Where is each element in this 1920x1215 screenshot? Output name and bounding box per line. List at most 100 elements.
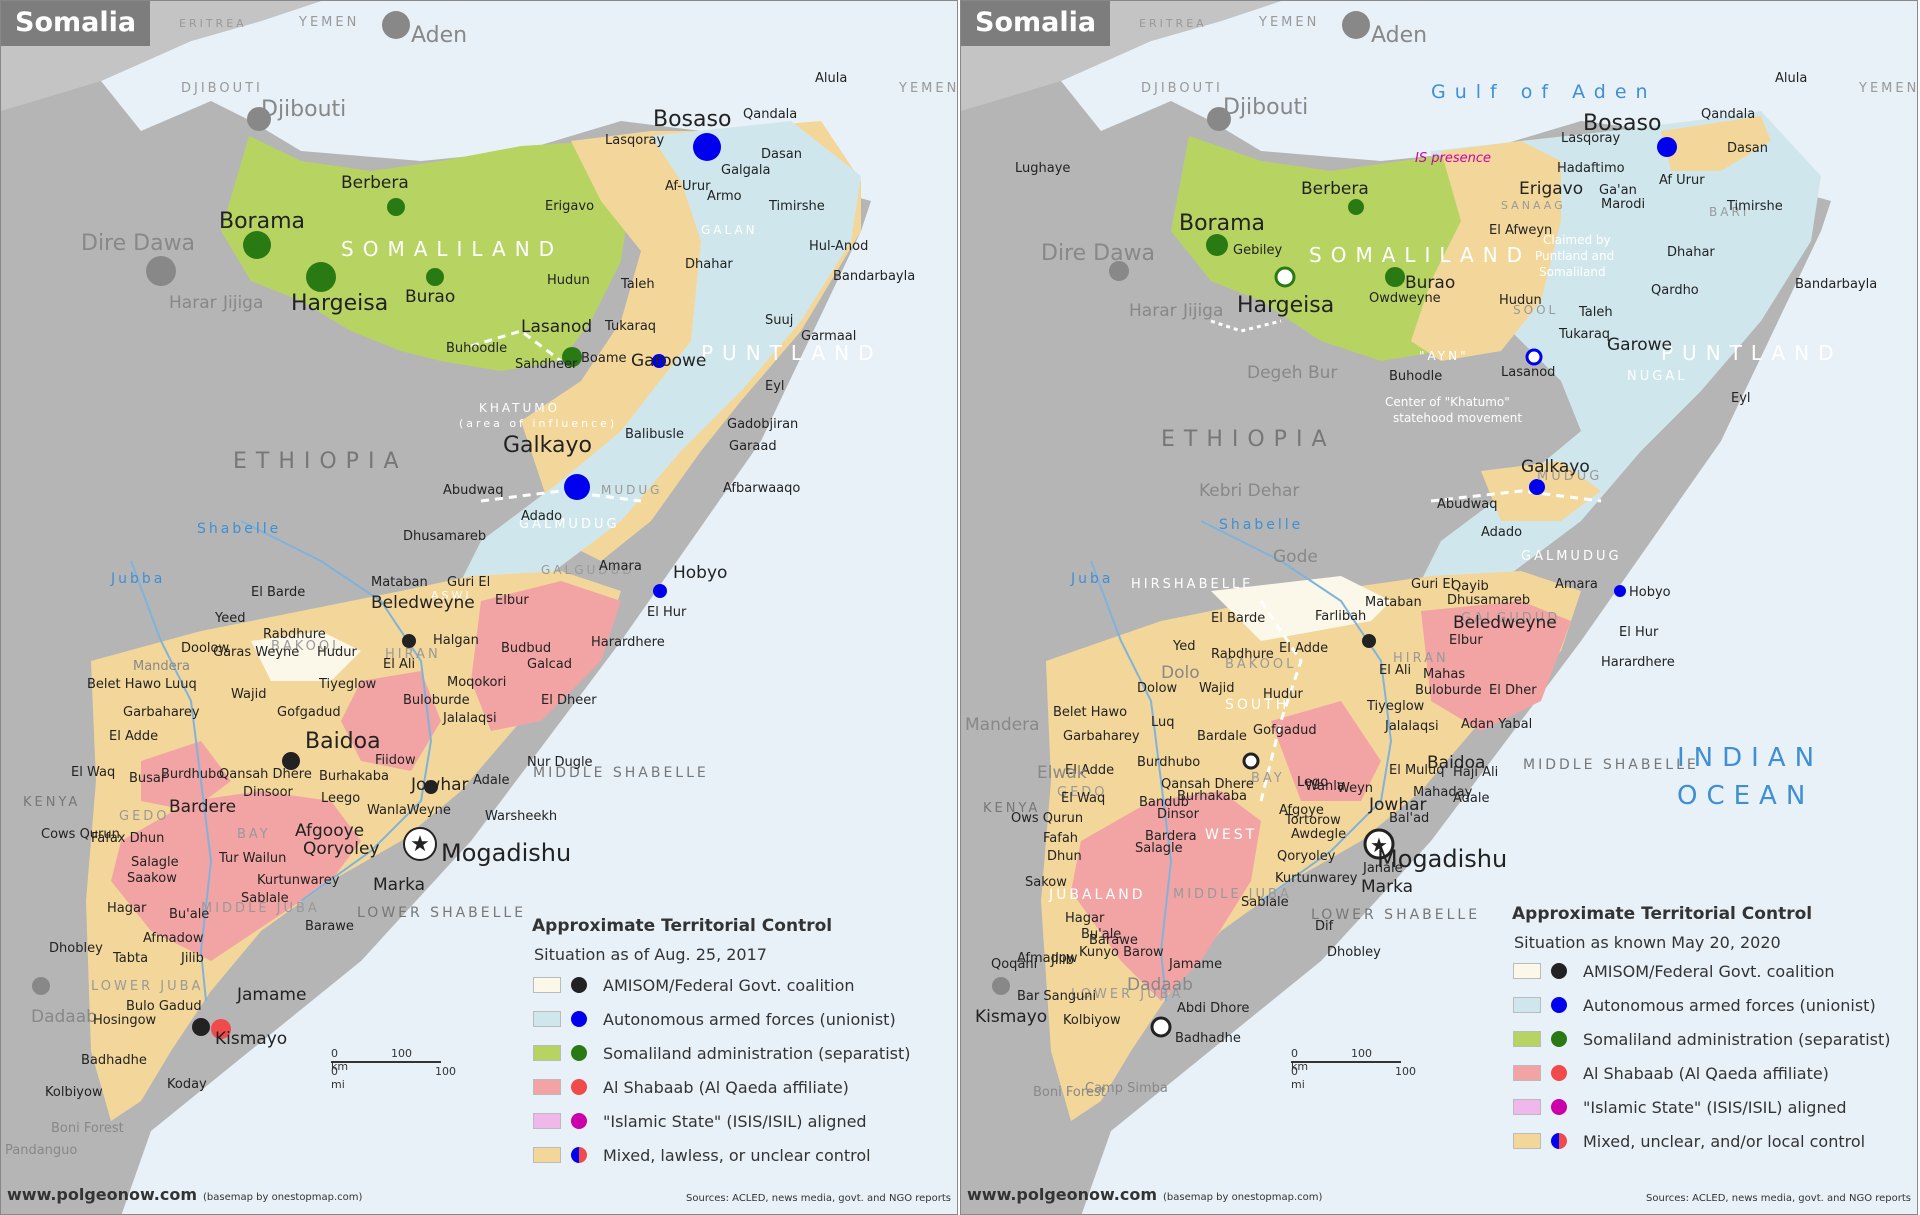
place-label-abdi-dhore: Abdi Dhore: [1177, 1001, 1250, 1016]
place-label-qoryoley: Qoryoley: [1277, 849, 1336, 864]
place-label-el-adde: El Adde: [1065, 763, 1115, 778]
zone-somaliland: [221, 136, 631, 371]
place-label-marodi: Marodi: [1601, 197, 1646, 212]
region-label-galmudug: GALMUDUG: [519, 517, 620, 532]
place-label-sakow: Sakow: [1025, 875, 1067, 890]
place-label-garoowe: Garoowe: [631, 351, 707, 371]
place-label-pandanguo: Pandanguo: [5, 1143, 78, 1158]
place-label-el-muluq: El Muluq: [1389, 763, 1445, 778]
annotation-2: Puntland and: [1535, 249, 1615, 263]
place-label-el-adde: El Adde: [109, 729, 159, 744]
legend-dot: [1551, 997, 1567, 1013]
annotation-0: IS presence: [1415, 151, 1491, 166]
place-label-mandera: Mandera: [965, 715, 1040, 735]
place-label-dolow: Dolow: [1137, 681, 1178, 696]
place-label-cows-qurun: Cows Qurun: [41, 827, 120, 842]
zone-shabaab-galgudud: [1421, 601, 1571, 731]
scale-km: 0 km: [331, 1047, 349, 1073]
place-label-el-waq: El Waq: [1061, 791, 1106, 806]
place-label-jilib: Jilib: [1051, 953, 1074, 968]
place-label-boni-forest: Boni Forest: [1033, 1085, 1106, 1100]
legend-dot: [1551, 1099, 1567, 1115]
region-label-khatumo: KHATUMO: [479, 401, 561, 415]
region-label-puntland: PUNTLAND: [701, 341, 883, 365]
place-label-af-urur: Af-Urur: [665, 179, 711, 194]
region-label-ethiopia: ETHIOPIA: [233, 449, 408, 474]
place-label-gebiley: Gebiley: [1233, 243, 1283, 258]
region-label-kenya: KENYA: [23, 795, 81, 810]
svg-text:★: ★: [410, 832, 430, 857]
annotation-5: statehood movement: [1393, 411, 1523, 425]
zone-shabaab-juba: [111, 791, 361, 961]
place-label-dire-dawa: Dire Dawa: [1041, 241, 1156, 266]
legend-label: "Islamic State" (ISIS/ISIL) aligned: [1583, 1097, 1847, 1117]
place-label-kolbiyow: Kolbiyow: [45, 1085, 103, 1100]
region-label-bari: BARI: [1709, 205, 1750, 219]
region-label-shabelle: Shabelle: [197, 521, 282, 537]
place-label-wajid: Wajid: [1199, 681, 1235, 696]
place-label-bulo-gadud: Bulo Gadud: [126, 999, 202, 1014]
place-label-alula: Alula: [1775, 71, 1808, 86]
place-label-kebri-dehar: Kebri Dehar: [1199, 481, 1300, 501]
region-label-ayn: "AYN": [1419, 349, 1469, 363]
place-label-hudun: Hudun: [547, 273, 590, 288]
place-label-dhahar: Dhahar: [685, 257, 733, 272]
place-label-elwak: Elwak: [1037, 763, 1087, 783]
place-label-tukaraq: Tukaraq: [605, 319, 657, 334]
place-label-tur-wailun: Tur Wailun: [219, 851, 287, 866]
region-label-yemen: YEMEN: [1259, 15, 1320, 30]
place-label-garaad: Garaad: [729, 439, 777, 454]
place-label-adan-yabal: Adan Yabal: [1461, 717, 1533, 732]
galmudug-boundary: [1430, 489, 1602, 503]
region-label-puntland: PUNTLAND: [1661, 341, 1843, 365]
place-label-garbaharey: Garbaharey: [123, 705, 200, 720]
region-label-jubaland: JUBALAND: [1049, 887, 1146, 903]
region-label-bakool: BAKOOL: [271, 639, 343, 654]
region-label-eritrea: ERITREA: [179, 17, 247, 30]
place-label-erigavo: Erigavo: [545, 199, 595, 214]
place-label-boni-forest: Boni Forest: [51, 1121, 124, 1136]
region-label-west: WEST: [1205, 827, 1258, 843]
region-label-lower-shabelle: LOWER SHABELLE: [1311, 907, 1481, 923]
place-label-harardhere: Harardhere: [1601, 655, 1675, 670]
sea-area: [1, 1, 957, 1214]
scale-mi-100: 100: [1395, 1065, 1416, 1078]
place-label-janale: Janale: [1363, 861, 1403, 876]
place-label-kunyo-barow: Kunyo Barow: [1079, 945, 1164, 960]
place-label-budbud: Budbud: [501, 641, 552, 656]
legend-dot: [571, 1011, 587, 1027]
place-label-wanlaweyne: WanlaWeyne: [367, 803, 451, 818]
place-label-afbarwaaqo: Afbarwaaqo: [723, 481, 801, 496]
legend-subtitle: Situation as known May 20, 2020: [1514, 933, 1781, 952]
place-label-qoryoley: Qoryoley: [303, 839, 380, 859]
place-label-dif: Dif: [1315, 919, 1334, 934]
place-label-gofgadud: Gofgadud: [1253, 723, 1317, 738]
region-label-mudug: MUDUG: [601, 483, 663, 497]
region-label-lower-juba: LOWER JUBA: [91, 979, 204, 994]
region-label-sool: SOOL: [1513, 303, 1559, 317]
place-label-mandera: Mandera: [133, 659, 190, 674]
place-label-haji-ali: Haji Ali: [1453, 765, 1499, 780]
region-label-djibouti: DJIBOUTI: [1141, 81, 1223, 96]
zone-puntland: [451, 121, 861, 601]
place-label-sablale: Sablale: [241, 891, 289, 906]
place-label-weyn: Weyn: [1337, 781, 1374, 796]
place-label-hudun: Hudun: [1499, 293, 1542, 308]
basemap-credit: (basemap by onestopmap.com): [1163, 1192, 1323, 1203]
shabelle-river: [240, 520, 433, 902]
khatumo-boundary: [470, 329, 562, 363]
place-label-moqokori: Moqokori: [447, 675, 507, 690]
region-label-lower-juba: LOWER JUBA: [1071, 987, 1184, 1002]
region-label-shabelle: Shabelle: [1219, 517, 1304, 533]
legend-item: Al Shabaab (Al Qaeda affiliate): [1513, 1061, 1829, 1085]
place-label-dhun: Dhun: [1047, 849, 1082, 864]
place-label-jilib: Jilib: [181, 951, 204, 966]
place-label-hudur: Hudur: [317, 645, 357, 660]
place-label-mogadishu: Mogadishu: [1377, 845, 1508, 873]
place-label-kismayo: Kismayo: [215, 1029, 288, 1049]
legend-swatch: [1513, 1133, 1541, 1149]
legend-dot: [571, 1045, 587, 1061]
place-label-adale: Adale: [473, 773, 510, 788]
region-label-galan: GALAN: [701, 223, 758, 237]
legend-swatch: [533, 977, 561, 993]
